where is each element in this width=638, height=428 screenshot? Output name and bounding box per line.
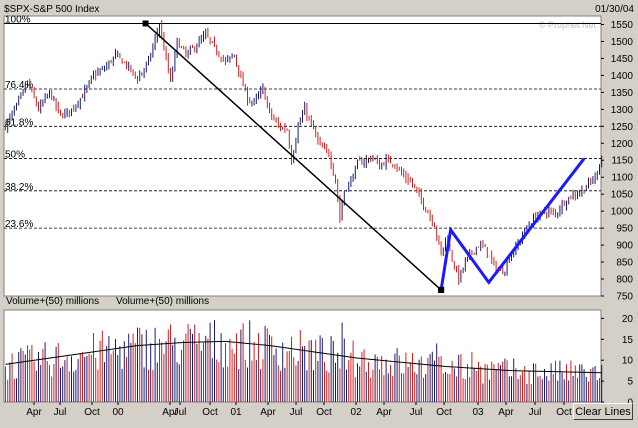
trendline-handle	[438, 286, 445, 293]
time-tick-label: Oct	[436, 407, 452, 418]
time-tick-label: Apr	[498, 407, 514, 418]
trendline-blue	[439, 157, 586, 291]
price-tick-label: 1200	[611, 139, 634, 150]
fib-label: 61.8%	[5, 117, 33, 128]
volume-axis: 05101520	[601, 314, 633, 409]
price-tick-label: 800	[616, 275, 633, 286]
fib-label: 50%	[5, 150, 25, 161]
time-tick-label: Apr	[260, 407, 276, 418]
volume-label-2: Volume+(50) millions	[116, 296, 209, 307]
time-tick-label: 02	[350, 407, 362, 418]
time-tick-label: Oct	[316, 407, 332, 418]
price-axis: 750 800 850 900 950 1000 1050 1100 1150 1200 1250 1…	[601, 20, 633, 303]
time-tick-label: 00	[112, 407, 124, 418]
time-tick-label: 03	[472, 407, 484, 418]
time-tick-label: Oct	[84, 407, 100, 418]
clear-lines-button[interactable]: Clear Lines	[573, 403, 633, 420]
volume-layer	[5, 319, 603, 402]
price-tick-label: 1050	[611, 190, 634, 201]
time-tick-label: Jul	[54, 407, 67, 418]
volume-ma-line	[5, 340, 602, 374]
volume-tick-label: 10	[622, 356, 634, 367]
fib-label: 23.6%	[5, 219, 33, 230]
time-tick-label: Oct	[202, 407, 218, 418]
chart-date: 01/30/04	[595, 4, 634, 15]
time-tick-label: Oct	[556, 407, 572, 418]
time-tick-label: Jul	[529, 407, 542, 418]
price-tick-label: 850	[616, 258, 633, 269]
time-tick-label: Jul	[290, 407, 303, 418]
time-tick-label: Apr	[26, 407, 42, 418]
volume-tick-label: 5	[627, 377, 633, 388]
fib-label: 76.4%	[5, 80, 33, 91]
price-tick-label: 1100	[611, 173, 633, 184]
price-tick-label: 1150	[611, 156, 633, 167]
price-tick-label: 1000	[611, 207, 634, 218]
price-tick-label: 750	[616, 292, 633, 303]
watermark: © Prophet.Net	[539, 20, 597, 30]
chart-title: $SPX-S&P 500 Index	[4, 4, 99, 15]
price-tick-label: 1500	[611, 37, 634, 48]
trendline-handle	[142, 20, 149, 27]
price-tick-label: 900	[616, 241, 633, 252]
fib-label: 100%	[5, 14, 31, 25]
volume-label-1: Volume+(50) millions	[6, 296, 99, 307]
price-panel[interactable]	[3, 15, 602, 297]
price-tick-label: 1550	[611, 20, 634, 31]
price-tick-label: 1450	[611, 54, 634, 65]
time-tick-label: Jul	[410, 407, 423, 418]
time-tick-label: Apr	[162, 407, 178, 418]
price-tick-label: 1400	[611, 71, 634, 82]
price-tick-label: 1350	[611, 88, 634, 99]
volume-tick-label: 15	[622, 335, 634, 346]
volume-tick-label: 20	[622, 314, 634, 325]
price-tick-label: 1250	[611, 122, 634, 133]
trendline-black	[145, 22, 442, 291]
time-tick-label: 01	[230, 407, 242, 418]
price-tick-label: 1300	[611, 105, 634, 116]
fib-label: 38.2%	[5, 182, 33, 193]
price-tick-label: 950	[616, 224, 633, 235]
time-tick-label: Jul	[174, 407, 187, 418]
time-tick-label: Apr	[376, 407, 392, 418]
trendline-layer[interactable]	[142, 20, 586, 293]
fib-layer: 100% 76.4% 61.8% 50% 38.2% 23.6%	[4, 14, 601, 230]
